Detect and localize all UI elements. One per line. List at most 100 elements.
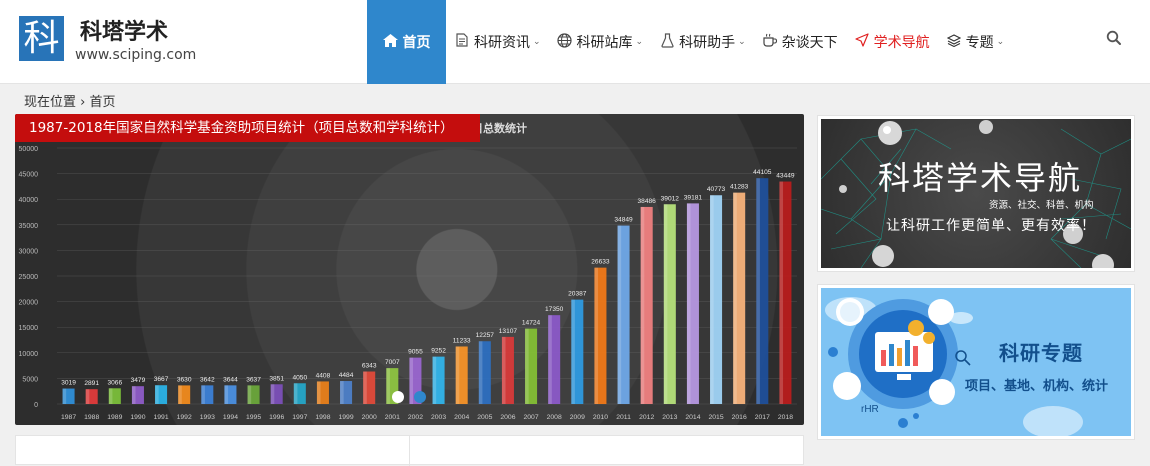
bar-highlight bbox=[663, 204, 668, 404]
bar bbox=[293, 383, 306, 404]
x-tick-label: 1990 bbox=[130, 414, 145, 421]
x-tick-label: 2016 bbox=[732, 414, 747, 421]
bar-highlight bbox=[108, 388, 113, 404]
topic-illustration: rHR bbox=[825, 297, 1083, 436]
data-label: 17350 bbox=[545, 306, 564, 313]
data-label: 26633 bbox=[591, 259, 610, 266]
bar bbox=[548, 315, 561, 404]
carousel-dot-2[interactable] bbox=[414, 391, 426, 403]
nav-label: 首页 bbox=[402, 35, 431, 51]
send-icon bbox=[854, 33, 870, 51]
bar-highlight bbox=[501, 336, 506, 404]
y-tick-label: 40000 bbox=[19, 197, 39, 204]
bar bbox=[247, 385, 260, 404]
bar-highlight bbox=[617, 225, 622, 404]
bar-highlight bbox=[155, 385, 159, 404]
main-nav: 首页 科研资讯 ⌄ 科研站库 ⌄ 科研助手 ⌄ 杂谈 bbox=[367, 0, 1012, 84]
data-label: 14724 bbox=[522, 320, 541, 327]
data-label: 3019 bbox=[61, 380, 76, 387]
bar-highlight bbox=[131, 386, 136, 404]
bar-highlight bbox=[525, 328, 529, 404]
topics-banner-subtitle: 项目、基地、机构、统计 bbox=[965, 379, 1109, 394]
bar-highlight bbox=[779, 181, 784, 404]
bar-highlight bbox=[270, 384, 275, 404]
data-label: 3667 bbox=[154, 376, 169, 383]
x-tick-label: 2010 bbox=[593, 414, 608, 421]
data-label: 7007 bbox=[385, 359, 400, 366]
layers-icon bbox=[946, 33, 962, 51]
data-label: 3630 bbox=[177, 376, 192, 383]
bar-highlight bbox=[571, 299, 575, 404]
carousel-caption[interactable]: 1987-2018年国家自然科学基金资助项目统计（项目总数和学科统计） bbox=[15, 114, 480, 142]
bar bbox=[594, 267, 607, 404]
nav-item-sites[interactable]: 科研站库 ⌄ bbox=[549, 0, 652, 84]
x-tick-label: 1993 bbox=[200, 414, 215, 421]
bar bbox=[85, 389, 98, 404]
home-icon bbox=[383, 33, 399, 51]
data-label: 3644 bbox=[223, 376, 238, 383]
y-tick-label: 10000 bbox=[19, 351, 39, 358]
data-label: 2891 bbox=[84, 380, 99, 387]
bar bbox=[710, 195, 723, 404]
nav-label: 科研助手 bbox=[679, 35, 736, 51]
nav-item-assistant[interactable]: 科研助手 ⌄ bbox=[651, 0, 754, 84]
bar bbox=[131, 386, 144, 404]
x-tick-label: 2003 bbox=[431, 414, 446, 421]
data-label: 44105 bbox=[753, 169, 772, 176]
bar bbox=[478, 341, 491, 404]
nav-item-home[interactable]: 首页 bbox=[367, 0, 446, 84]
bar bbox=[571, 299, 584, 404]
bar-highlight bbox=[85, 389, 90, 404]
nav-item-topics[interactable]: 专题 ⌄ bbox=[938, 0, 1013, 84]
bar-highlight bbox=[686, 203, 691, 404]
nav-item-chat[interactable]: 杂谈天下 bbox=[754, 0, 846, 84]
bar bbox=[455, 346, 468, 404]
bar-highlight bbox=[62, 388, 67, 404]
academic-nav-banner[interactable]: 科塔学术导航 资源、社交、科普、机构 让科研工作更简单、更有效率！ bbox=[817, 115, 1135, 272]
bar-highlight bbox=[756, 178, 760, 404]
topics-banner-title: 科研专题 bbox=[999, 341, 1083, 365]
x-tick-label: 1998 bbox=[315, 414, 330, 421]
search-icon[interactable] bbox=[1106, 30, 1126, 50]
bar bbox=[686, 203, 699, 404]
data-label: 39181 bbox=[684, 194, 703, 201]
bar-highlight bbox=[710, 195, 714, 404]
y-tick-label: 35000 bbox=[19, 223, 39, 230]
chevron-down-icon: ⌄ bbox=[738, 37, 746, 47]
carousel-dot-1[interactable] bbox=[392, 391, 404, 403]
nav-item-academic-nav[interactable]: 学术导航 bbox=[846, 0, 938, 84]
bar bbox=[733, 192, 746, 404]
y-tick-label: 45000 bbox=[19, 172, 39, 179]
site-header: 科 科塔学术 www.sciping.com 首页 科研资讯 ⌄ 科研站库 ⌄ bbox=[0, 0, 1150, 84]
research-topics-banner[interactable]: rHR 科研专题 项目、基地、机构、统计 bbox=[817, 284, 1135, 440]
bar bbox=[779, 181, 792, 404]
x-tick-label: 2012 bbox=[639, 414, 654, 421]
data-label: 3066 bbox=[107, 379, 122, 386]
x-tick-label: 1996 bbox=[269, 414, 284, 421]
bar-chart: 0 5000 10000 15000 20000 25000 30000 35000 40000… bbox=[19, 146, 797, 421]
bar-highlight bbox=[409, 357, 414, 404]
bar bbox=[155, 385, 168, 404]
bar-highlight bbox=[293, 383, 298, 404]
content-box bbox=[15, 435, 804, 466]
x-tick-label: 1989 bbox=[107, 414, 122, 421]
bar-highlight bbox=[548, 315, 552, 404]
data-label: 9055 bbox=[408, 349, 423, 356]
bar-highlight bbox=[178, 385, 182, 404]
x-tick-label: 1988 bbox=[84, 414, 99, 421]
chevron-down-icon: ⌄ bbox=[996, 37, 1005, 47]
bar bbox=[201, 385, 214, 404]
data-label: 12257 bbox=[476, 332, 495, 339]
bar bbox=[363, 371, 376, 404]
data-label: 43449 bbox=[776, 173, 795, 180]
site-url: www.sciping.com bbox=[75, 47, 197, 63]
carousel[interactable]: 0 5000 10000 15000 20000 25000 30000 35000 40000… bbox=[15, 114, 804, 425]
bar bbox=[340, 381, 353, 404]
site-title[interactable]: 科塔学术 bbox=[80, 20, 169, 45]
x-tick-label: 2014 bbox=[685, 414, 700, 421]
chevron-down-icon: ⌄ bbox=[635, 37, 644, 47]
nav-item-news[interactable]: 科研资讯 ⌄ bbox=[446, 0, 549, 84]
bar bbox=[756, 178, 769, 404]
site-logo[interactable]: 科 bbox=[19, 16, 64, 61]
x-tick-label: 1992 bbox=[177, 414, 192, 421]
